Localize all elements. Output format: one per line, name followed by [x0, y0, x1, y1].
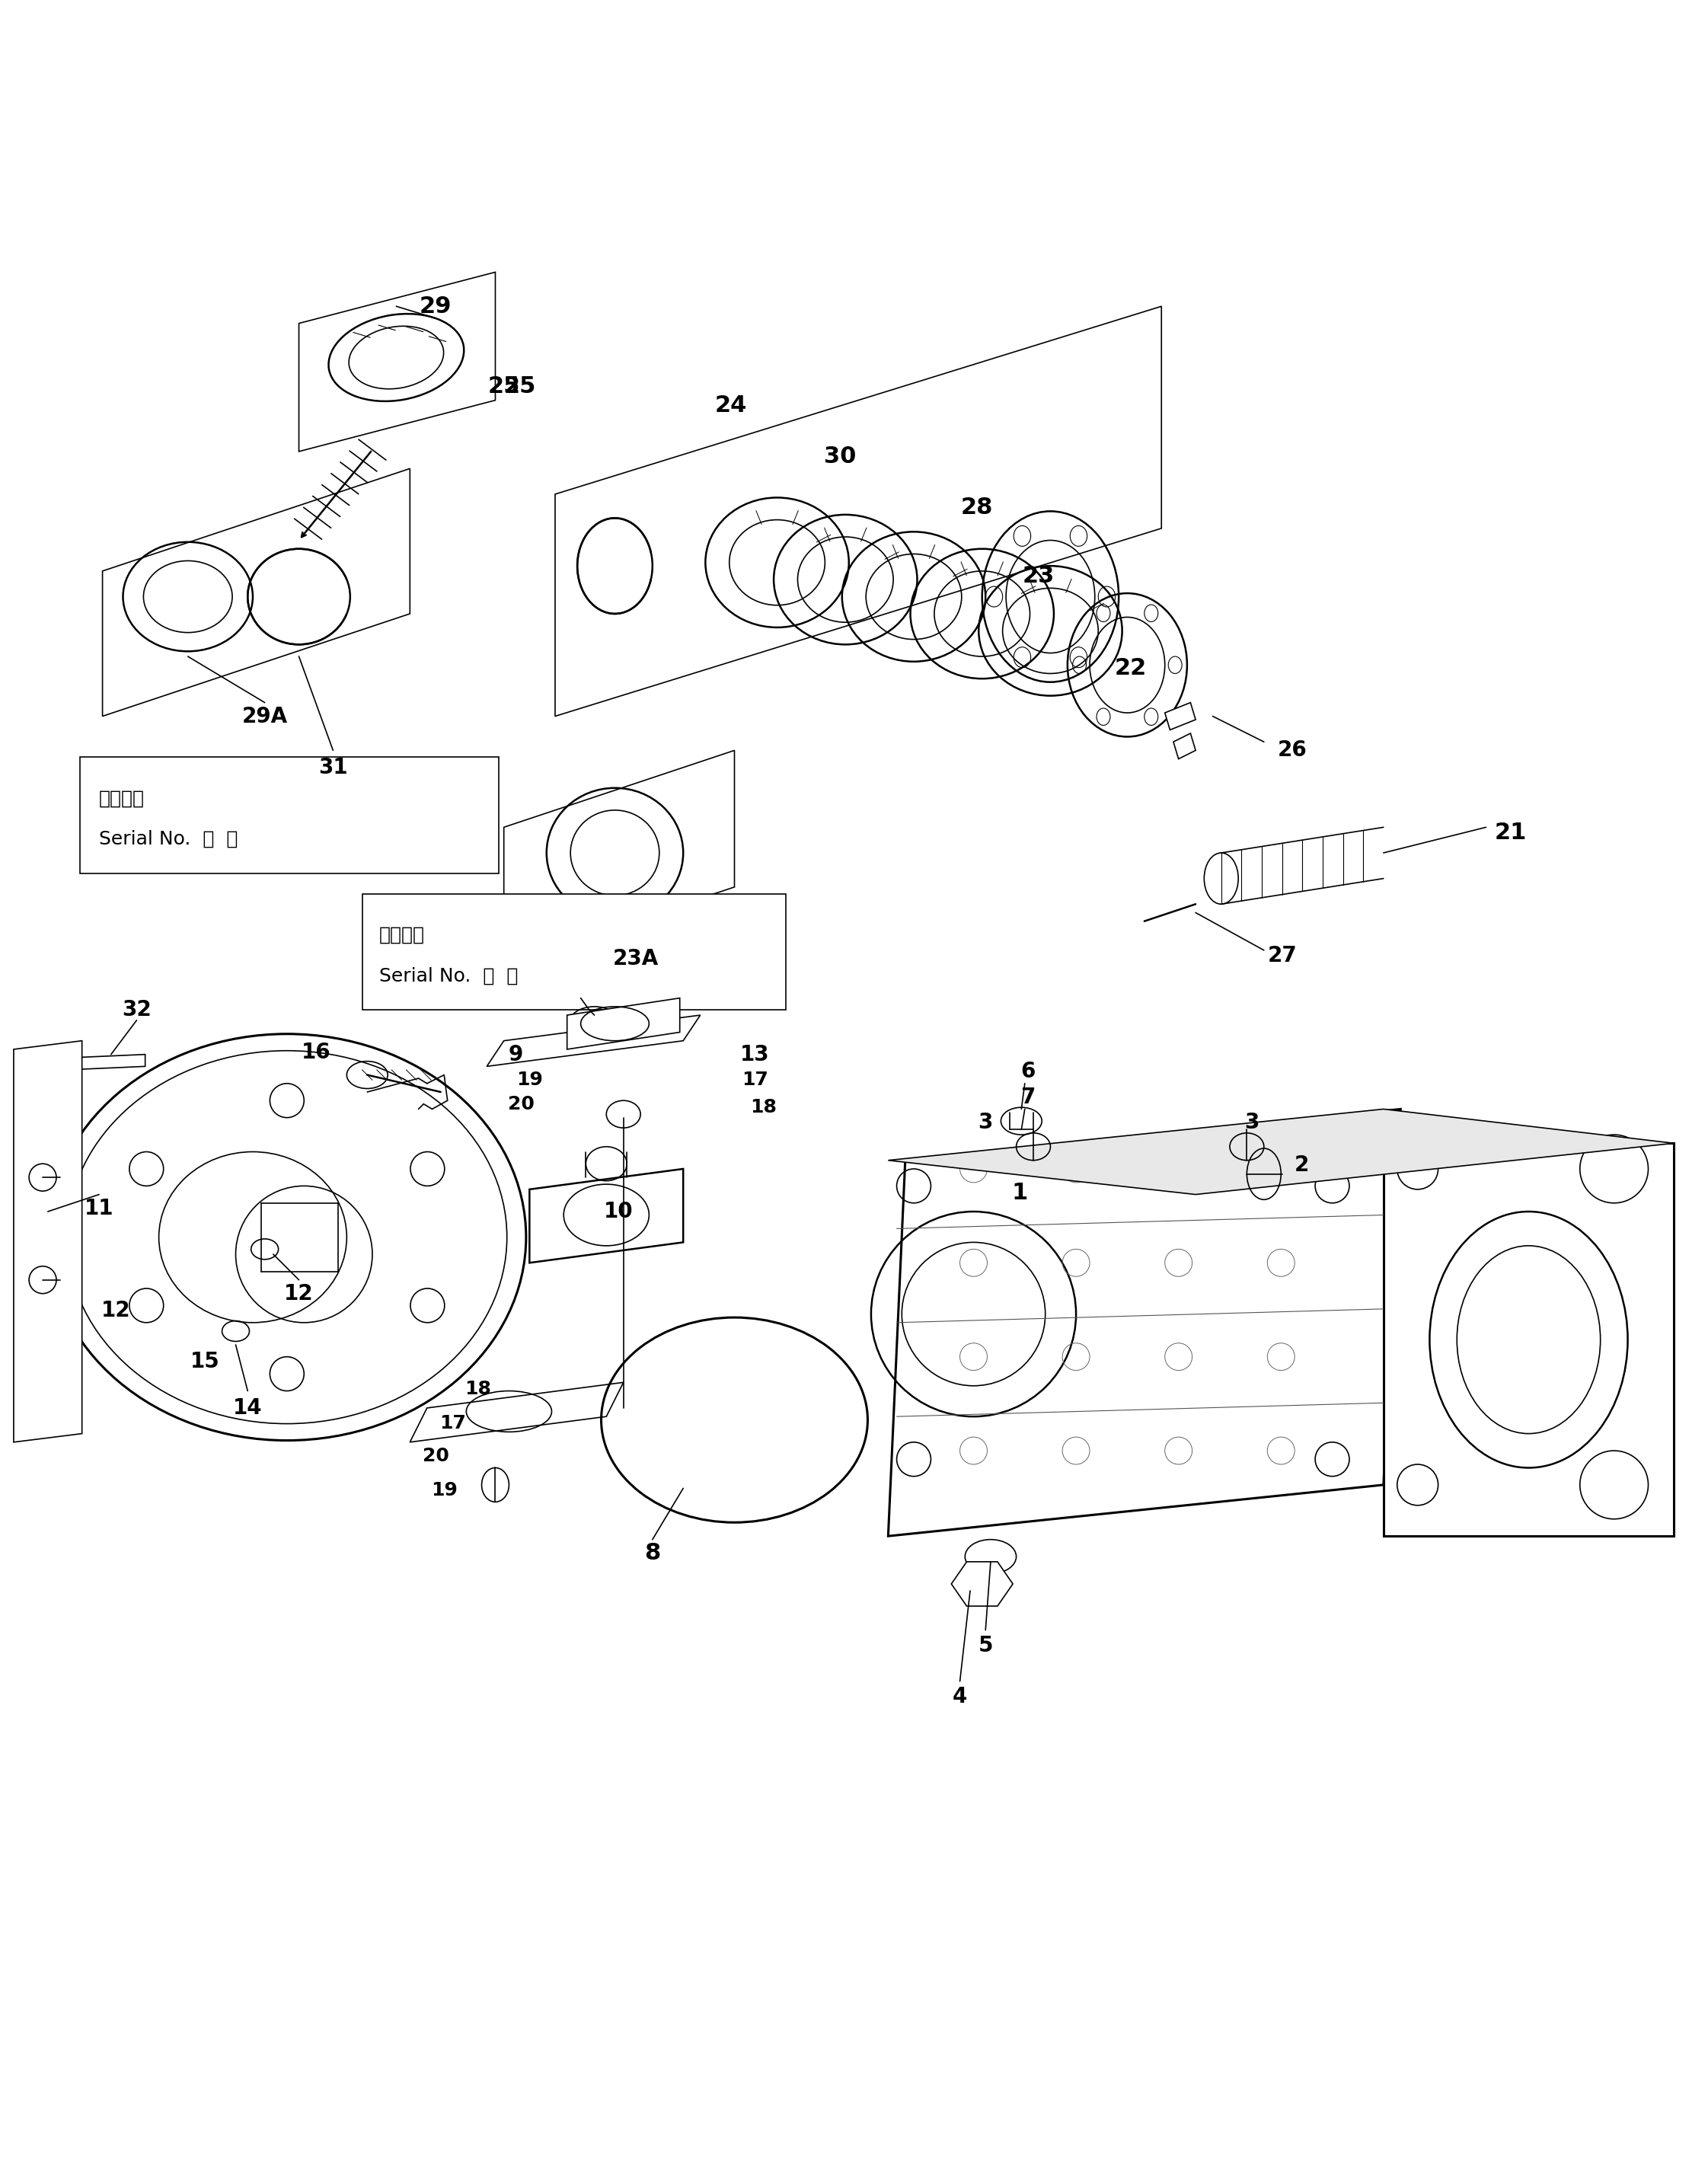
Text: 21: 21: [1494, 821, 1527, 843]
Text: 17: 17: [439, 1415, 466, 1433]
Polygon shape: [1383, 1142, 1674, 1535]
Polygon shape: [555, 306, 1161, 716]
Text: 23A: 23A: [613, 948, 658, 970]
Text: 3: 3: [1245, 1112, 1259, 1133]
Text: 17: 17: [741, 1070, 769, 1090]
Text: 適用号機: 適用号機: [379, 926, 425, 943]
Polygon shape: [487, 1016, 700, 1066]
Text: 12: 12: [284, 1282, 314, 1304]
Text: 18: 18: [465, 1380, 492, 1398]
Text: 23: 23: [1023, 566, 1054, 587]
Text: 15: 15: [190, 1352, 220, 1372]
FancyBboxPatch shape: [80, 758, 499, 874]
Text: Serial No.  ・  ～: Serial No. ・ ～: [379, 968, 518, 985]
Text: 25: 25: [488, 376, 519, 397]
Text: 1: 1: [1011, 1182, 1028, 1203]
Text: 20: 20: [507, 1094, 535, 1114]
Polygon shape: [410, 1382, 623, 1441]
Polygon shape: [888, 1109, 1674, 1195]
Polygon shape: [951, 1562, 1013, 1605]
Text: 3: 3: [979, 1112, 992, 1133]
Text: 31: 31: [318, 758, 348, 778]
FancyBboxPatch shape: [362, 893, 786, 1009]
Polygon shape: [68, 1055, 145, 1070]
Text: 12: 12: [101, 1299, 132, 1321]
Polygon shape: [1165, 703, 1196, 729]
Text: 10: 10: [603, 1201, 634, 1223]
Text: 18: 18: [750, 1099, 777, 1116]
Text: 5: 5: [979, 1636, 992, 1655]
Text: 14: 14: [232, 1398, 263, 1420]
Text: 24: 24: [716, 395, 746, 417]
Text: 22: 22: [1115, 657, 1146, 679]
Text: 8: 8: [644, 1542, 661, 1564]
Text: 30: 30: [825, 446, 856, 467]
Polygon shape: [567, 998, 680, 1048]
Polygon shape: [504, 751, 734, 963]
Text: 11: 11: [84, 1197, 114, 1219]
Text: 32: 32: [121, 1000, 152, 1020]
Text: 19: 19: [430, 1481, 458, 1498]
Polygon shape: [529, 1168, 683, 1262]
Text: 13: 13: [740, 1044, 770, 1066]
Text: 29: 29: [420, 295, 451, 317]
Text: 20: 20: [422, 1446, 449, 1465]
Text: 9: 9: [509, 1044, 523, 1066]
Polygon shape: [14, 1042, 82, 1441]
Polygon shape: [299, 273, 495, 452]
Text: 2: 2: [1295, 1155, 1308, 1177]
Text: 25: 25: [504, 376, 536, 397]
Text: 4: 4: [953, 1686, 967, 1708]
Text: 適用号機: 適用号機: [99, 788, 145, 808]
Polygon shape: [1173, 734, 1196, 758]
Text: 28: 28: [962, 496, 992, 520]
Text: 16: 16: [301, 1042, 331, 1064]
Text: 26: 26: [1278, 740, 1307, 760]
Polygon shape: [102, 470, 410, 716]
Text: 27: 27: [1267, 946, 1296, 965]
Polygon shape: [888, 1109, 1401, 1535]
Text: 29A: 29A: [243, 705, 287, 727]
Text: Serial No.  ・  ～: Serial No. ・ ～: [99, 830, 237, 847]
Text: 6: 6: [1021, 1061, 1035, 1081]
Text: 19: 19: [516, 1070, 543, 1090]
Text: 7: 7: [1021, 1085, 1035, 1107]
